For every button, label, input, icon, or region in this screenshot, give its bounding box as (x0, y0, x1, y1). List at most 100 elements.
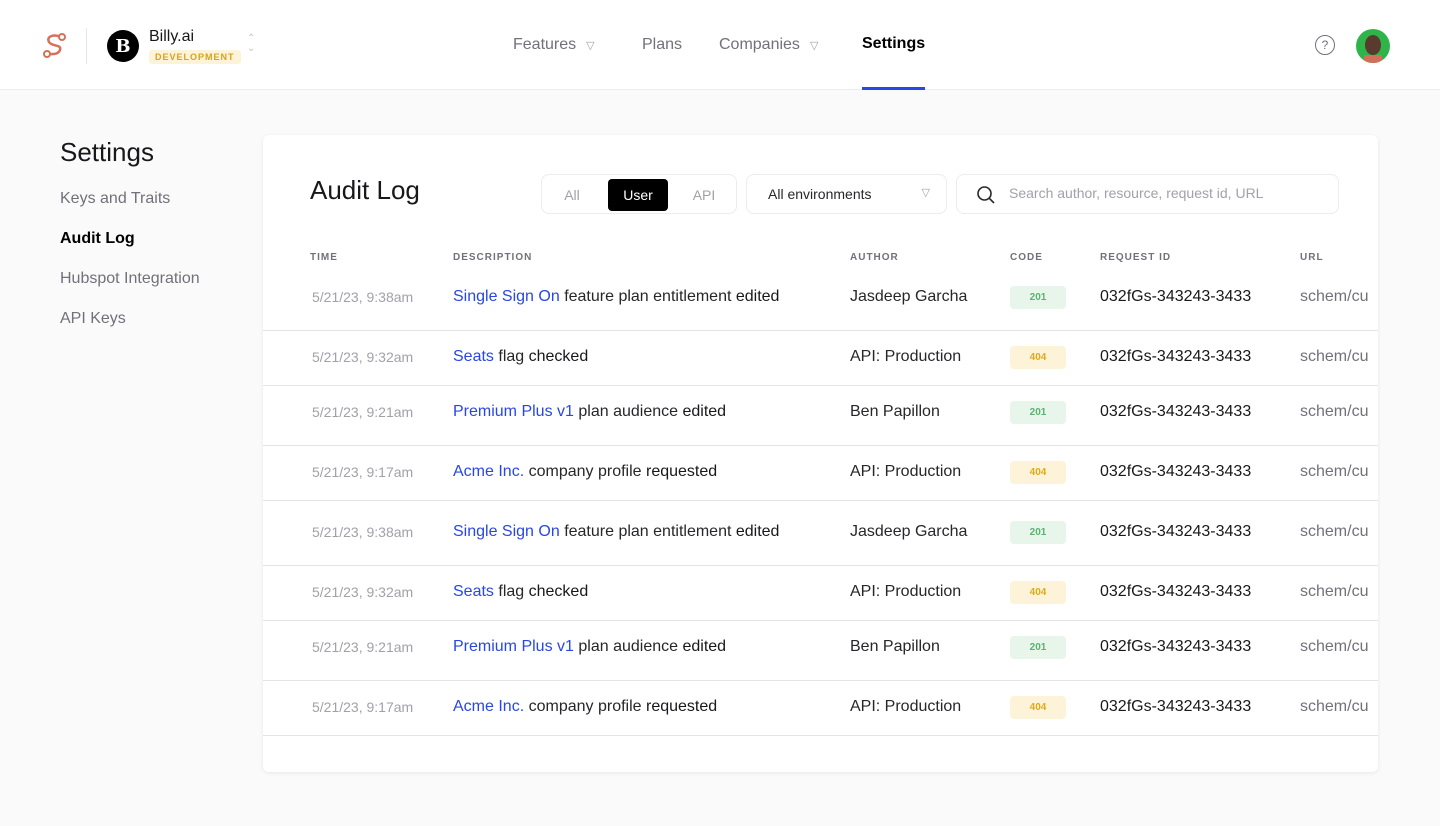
chevron-down-icon: ▽ (586, 39, 595, 52)
row-url: schem/cu (1300, 583, 1369, 600)
row-description: Acme Inc. company profile requested (453, 698, 717, 716)
sidebar-item-keys-and-traits[interactable]: Keys and Traits (60, 190, 171, 207)
resource-link[interactable]: Premium Plus v1 (453, 638, 574, 655)
column-header-url[interactable]: URL (1300, 252, 1324, 263)
search-field[interactable] (956, 174, 1339, 214)
row-url: schem/cu (1300, 698, 1369, 715)
resource-link[interactable]: Acme Inc. (453, 698, 525, 715)
column-header-time[interactable]: TIME (310, 252, 338, 263)
sidebar-title: Settings (60, 137, 154, 167)
status-code-badge: 404 (1010, 461, 1066, 484)
status-code-badge: 404 (1010, 346, 1066, 369)
table-row[interactable]: 5/21/23, 9:21am Premium Plus v1 plan aud… (263, 386, 1378, 446)
chevron-down-icon: ▽ (921, 187, 930, 199)
column-header-author[interactable]: AUTHOR (850, 252, 899, 263)
row-time: 5/21/23, 9:17am (312, 699, 414, 715)
table-row[interactable]: 5/21/23, 9:17am Acme Inc. company profil… (263, 446, 1378, 501)
table-row[interactable]: 5/21/23, 9:21am Premium Plus v1 plan aud… (263, 621, 1378, 681)
row-request-id: 032fGs-343243-3433 (1100, 403, 1252, 420)
row-description: Premium Plus v1 plan audience edited (453, 403, 726, 421)
status-code-badge: 201 (1010, 401, 1066, 424)
column-header-code[interactable]: CODE (1010, 252, 1043, 263)
search-input[interactable] (1009, 185, 1309, 201)
row-time: 5/21/23, 9:21am (312, 639, 414, 655)
action-verb: edited (682, 638, 727, 655)
filter-all[interactable]: All (564, 187, 580, 203)
org-avatar[interactable]: B (107, 30, 139, 62)
row-url: schem/cu (1300, 523, 1369, 540)
nav-plans[interactable]: Plans (642, 0, 682, 90)
chevron-down-icon: ▽ (809, 39, 819, 52)
row-author: API: Production (850, 463, 962, 480)
sidebar-item-hubspot-integration[interactable]: Hubspot Integration (60, 270, 200, 287)
nav-features[interactable]: Features ▽ (513, 0, 595, 90)
row-author: API: Production (850, 698, 962, 715)
table-row[interactable]: 5/21/23, 9:32am Seats flag checked API: … (263, 566, 1378, 621)
nav-settings[interactable]: Settings (862, 0, 926, 90)
description-text: company profile (528, 463, 642, 480)
row-time: 5/21/23, 9:21am (312, 404, 414, 420)
row-description: Premium Plus v1 plan audience edited (453, 638, 726, 656)
resource-link[interactable]: Acme Inc. (453, 463, 525, 480)
row-url: schem/cu (1300, 463, 1369, 480)
schematic-logo-icon[interactable] (42, 30, 68, 60)
audit-log-card: Audit Log All User API All environments ▽… (263, 135, 1378, 772)
description-text: feature plan entitlement (564, 288, 732, 305)
description-text: plan audience (578, 638, 679, 655)
status-code-badge: 201 (1010, 521, 1066, 544)
nav-label: Features (513, 36, 577, 53)
environment-badge: DEVELOPMENT (149, 50, 241, 64)
action-verb: edited (682, 403, 727, 420)
row-time: 5/21/23, 9:17am (312, 464, 414, 480)
row-author: API: Production (850, 348, 962, 365)
filter-user[interactable]: User (608, 179, 668, 211)
row-description: Seats flag checked (453, 348, 588, 366)
resource-link[interactable]: Single Sign On (453, 523, 560, 540)
row-url: schem/cu (1300, 403, 1369, 420)
action-verb: checked (528, 583, 589, 600)
action-verb: checked (528, 348, 589, 365)
action-verb: edited (735, 288, 780, 305)
row-author: Ben Papillon (850, 403, 940, 420)
row-author: Ben Papillon (850, 638, 940, 655)
description-text: company profile (528, 698, 642, 715)
nav-companies[interactable]: Companies ▽ (719, 0, 818, 90)
action-verb: requested (646, 698, 718, 715)
row-request-id: 032fGs-343243-3433 (1100, 463, 1252, 480)
resource-link[interactable]: Seats (453, 348, 494, 365)
sidebar-item-api-keys[interactable]: API Keys (60, 310, 126, 327)
sidebar-item-audit-log[interactable]: Audit Log (60, 230, 135, 247)
row-description: Acme Inc. company profile requested (453, 463, 717, 481)
resource-link[interactable]: Premium Plus v1 (453, 403, 574, 420)
org-switcher-chevrons-icon[interactable]: ⌃ ⌄ (247, 33, 256, 54)
nav-label: Plans (642, 36, 683, 53)
nav-label: Settings (862, 34, 926, 52)
status-code-badge: 404 (1010, 696, 1066, 719)
row-url: schem/cu (1300, 348, 1369, 365)
filter-api[interactable]: API (692, 187, 716, 203)
status-code-badge: 201 (1010, 636, 1066, 659)
row-request-id: 032fGs-343243-3433 (1100, 523, 1252, 540)
table-row[interactable]: 5/21/23, 9:32am Seats flag checked API: … (263, 331, 1378, 386)
help-icon[interactable]: ? (1315, 35, 1335, 55)
user-avatar[interactable] (1356, 29, 1390, 63)
row-author: Jasdeep Garcha (850, 523, 968, 540)
column-header-request-id[interactable]: REQUEST ID (1100, 252, 1172, 263)
column-header-description[interactable]: DESCRIPTION (453, 252, 533, 263)
row-time: 5/21/23, 9:32am (312, 349, 414, 365)
resource-link[interactable]: Single Sign On (453, 288, 560, 305)
row-time: 5/21/23, 9:38am (312, 289, 414, 305)
row-description: Single Sign On feature plan entitlement … (453, 523, 779, 541)
row-time: 5/21/23, 9:38am (312, 524, 414, 540)
status-code-badge: 201 (1010, 286, 1066, 309)
row-time: 5/21/23, 9:32am (312, 584, 414, 600)
table-row[interactable]: 5/21/23, 9:17am Acme Inc. company profil… (263, 681, 1378, 736)
table-row[interactable]: 5/21/23, 9:38am Single Sign On feature p… (263, 501, 1378, 566)
resource-link[interactable]: Seats (453, 583, 494, 600)
row-url: schem/cu (1300, 288, 1369, 305)
row-author: Jasdeep Garcha (850, 288, 968, 305)
table-row[interactable]: 5/21/23, 9:38am Single Sign On feature p… (263, 275, 1378, 331)
action-verb: edited (735, 523, 780, 540)
environment-select[interactable]: All environments ▽ (746, 174, 947, 214)
org-name[interactable]: Billy.ai (149, 28, 195, 45)
